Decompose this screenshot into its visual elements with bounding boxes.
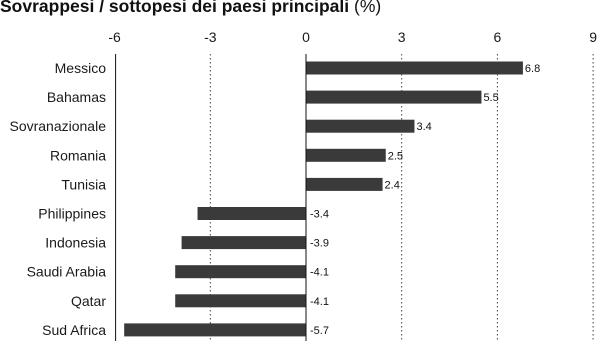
bar-saudi-arabia: [175, 265, 306, 279]
value-label: 5.5: [483, 92, 498, 104]
x-tick-label: 9: [589, 29, 597, 45]
x-tick-label: 6: [494, 29, 502, 45]
chart-title-unit: (%): [349, 0, 382, 16]
category-label: Messico: [55, 60, 107, 76]
axes: [115, 54, 307, 341]
value-label: 6.8: [525, 63, 540, 75]
bar-sud-africa: [124, 323, 306, 337]
category-label: Sud Africa: [42, 322, 106, 338]
value-label: 3.4: [416, 121, 431, 133]
bar-romania: [306, 148, 386, 162]
category-label: Tunisia: [61, 176, 106, 192]
chart-title-main: Sovrappesi / sottopesi dei paesi princip…: [0, 0, 350, 16]
bar-qatar: [175, 294, 306, 308]
bars: [124, 61, 523, 337]
category-label: Philippines: [38, 206, 106, 222]
category-label: Saudi Arabia: [27, 264, 107, 280]
value-label: -3.9: [310, 238, 329, 250]
value-label: -4.1: [310, 267, 329, 279]
value-label: -4.1: [310, 296, 329, 308]
category-label: Indonesia: [45, 235, 106, 251]
value-label: 2.4: [385, 179, 400, 191]
labels: -6 -3 0 3 6 9 Messico 6.8 Bahamas 5.5 Sovranaziona…: [9, 29, 597, 338]
bar-philippines: [197, 207, 306, 220]
bar-sovranazionale: [306, 119, 415, 133]
bar-indonesia: [181, 236, 306, 250]
bar-bahamas: [306, 90, 482, 104]
category-label: Bahamas: [47, 89, 106, 105]
value-label: -5.7: [310, 325, 329, 337]
value-label: 2.5: [388, 150, 403, 162]
bar-tunisia: [306, 177, 383, 191]
x-tick-label: 0: [302, 29, 310, 45]
bar-messico: [306, 61, 523, 75]
category-label: Qatar: [71, 293, 106, 309]
value-label: -3.4: [310, 209, 329, 221]
x-tick-label: -6: [108, 29, 121, 45]
category-label: Sovranazionale: [9, 118, 106, 134]
x-tick-label: 3: [398, 29, 406, 45]
x-tick-label: -3: [204, 29, 217, 45]
chart-title: Sovrappesi / sottopesi dei paesi princip…: [0, 0, 381, 18]
category-label: Romania: [50, 147, 106, 163]
